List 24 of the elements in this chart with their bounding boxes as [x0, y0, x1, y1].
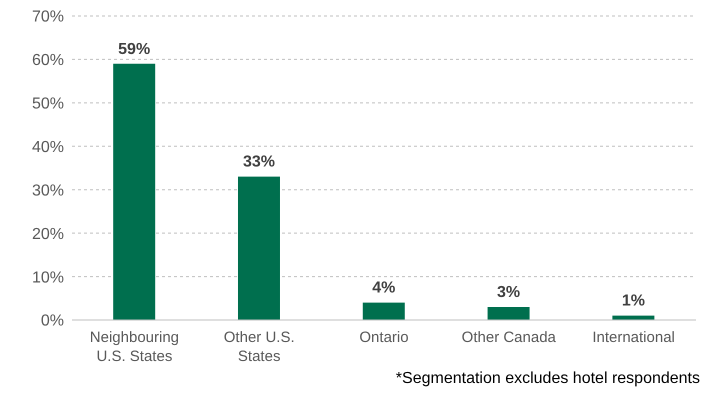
y-tick-label: 10% [32, 269, 64, 286]
y-tick-label: 50% [32, 96, 64, 113]
bar [488, 306, 530, 320]
text: *Segmentation excludes hotel respondents [396, 370, 700, 388]
x-tick-label: Ontario [359, 329, 409, 346]
y-tick-label: 40% [32, 138, 64, 156]
y-tick-label: 0% [40, 312, 64, 330]
bar [113, 64, 156, 320]
data-label: 59% [118, 40, 150, 58]
y-tick-label: 30% [32, 182, 64, 200]
x-tick-label: Other Canada [462, 329, 557, 346]
x-tick-label: Other U.S. States [224, 329, 295, 365]
data-label: 1% [622, 292, 645, 310]
data-label: 4% [372, 280, 396, 297]
data-label: 3% [497, 284, 520, 301]
bar [238, 176, 280, 320]
data-label: 33% [242, 154, 275, 171]
x-tick-label: Neighbouring U.S. States [90, 329, 180, 365]
bar [612, 316, 654, 320]
y-tick-label: 70% [32, 8, 64, 26]
x-tick-label: International [592, 329, 675, 346]
y-tick-label: 20% [32, 226, 64, 243]
y-tick-label: 60% [32, 52, 64, 70]
bar [362, 302, 405, 320]
